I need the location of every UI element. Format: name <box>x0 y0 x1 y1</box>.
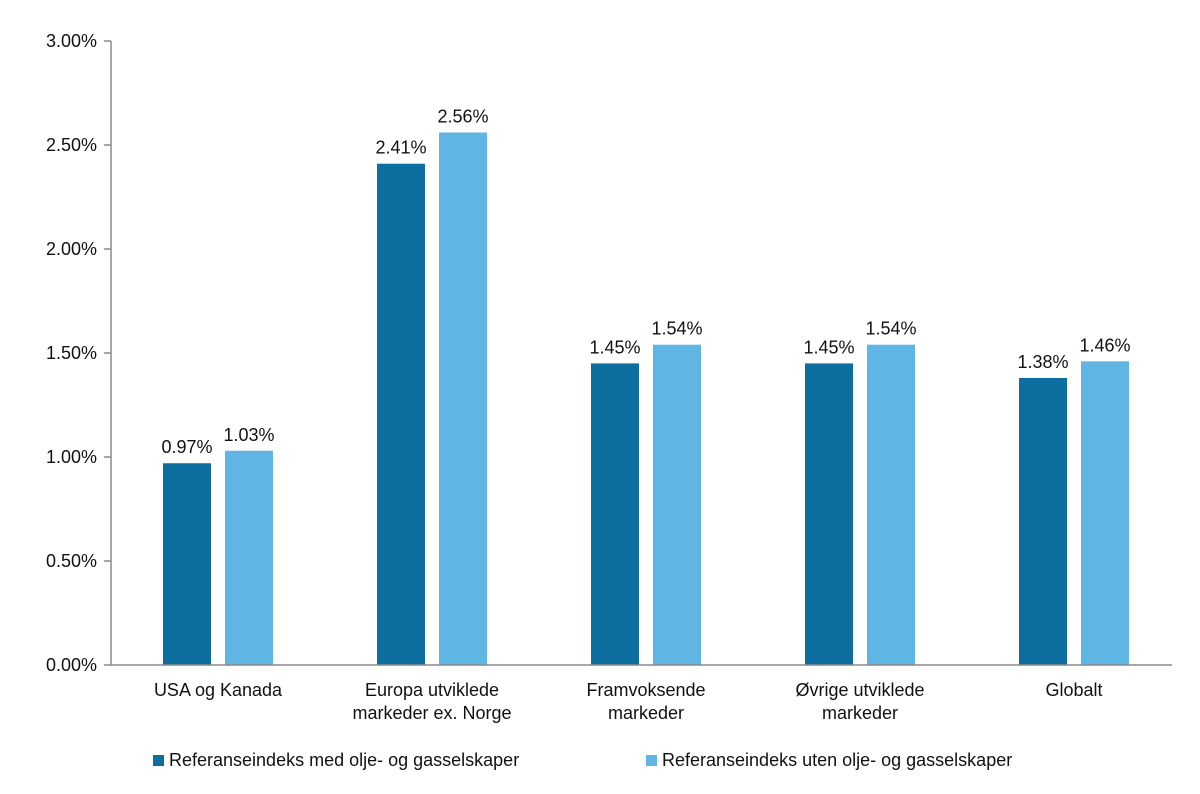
bar <box>591 363 639 665</box>
x-tick-label: USA og Kanada <box>154 680 283 700</box>
x-tick-label: markeder <box>608 703 684 723</box>
y-tick-label: 1.00% <box>46 447 97 467</box>
x-axis: USA og Kanada Europa utviklede markeder ex… <box>111 664 1172 723</box>
data-label: 0.97% <box>161 437 212 457</box>
bar <box>1081 361 1129 665</box>
legend-label: Referanseindeks uten olje- og gasselskap… <box>662 750 1012 770</box>
bar <box>377 163 425 665</box>
data-label: 1.54% <box>865 319 916 339</box>
y-tick-label: 0.00% <box>46 655 97 675</box>
x-tick-label: markeder <box>822 703 898 723</box>
data-labels: 0.97% 1.03% 2.41% 2.56% 1.45% 1.54% 1.45% 1.54%… <box>161 107 1130 458</box>
data-label: 1.03% <box>223 425 274 445</box>
data-label: 2.56% <box>437 107 488 127</box>
legend: Referanseindeks med olje- og gasselskape… <box>153 750 1012 770</box>
legend-swatch <box>153 755 164 766</box>
y-axis: 0.00% 0.50% 1.00% 1.50% 2.00% 2.50% 3.00% <box>46 31 112 675</box>
bar <box>867 344 915 665</box>
legend-label: Referanseindeks med olje- og gasselskape… <box>169 750 519 770</box>
bar <box>1019 377 1067 665</box>
data-label: 1.54% <box>651 319 702 339</box>
data-label: 1.46% <box>1079 335 1130 355</box>
data-label: 2.41% <box>375 138 426 158</box>
data-label: 1.38% <box>1017 352 1068 372</box>
y-tick-label: 3.00% <box>46 31 97 51</box>
data-label: 1.45% <box>589 337 640 357</box>
bar <box>805 363 853 665</box>
bars <box>163 132 1129 665</box>
x-tick-label: Øvrige utviklede <box>795 680 924 700</box>
y-tick-label: 1.50% <box>46 343 97 363</box>
bar <box>163 463 211 665</box>
bar <box>225 450 273 665</box>
y-tick-label: 2.50% <box>46 135 97 155</box>
x-tick-label: Framvoksende <box>586 680 705 700</box>
x-tick-label: Europa utviklede <box>365 680 499 700</box>
x-tick-label: Globalt <box>1045 680 1102 700</box>
bar <box>439 132 487 665</box>
y-tick-label: 2.00% <box>46 239 97 259</box>
y-tick-label: 0.50% <box>46 551 97 571</box>
x-tick-label: markeder ex. Norge <box>352 703 511 723</box>
legend-swatch <box>646 755 657 766</box>
bar <box>653 344 701 665</box>
data-label: 1.45% <box>803 337 854 357</box>
